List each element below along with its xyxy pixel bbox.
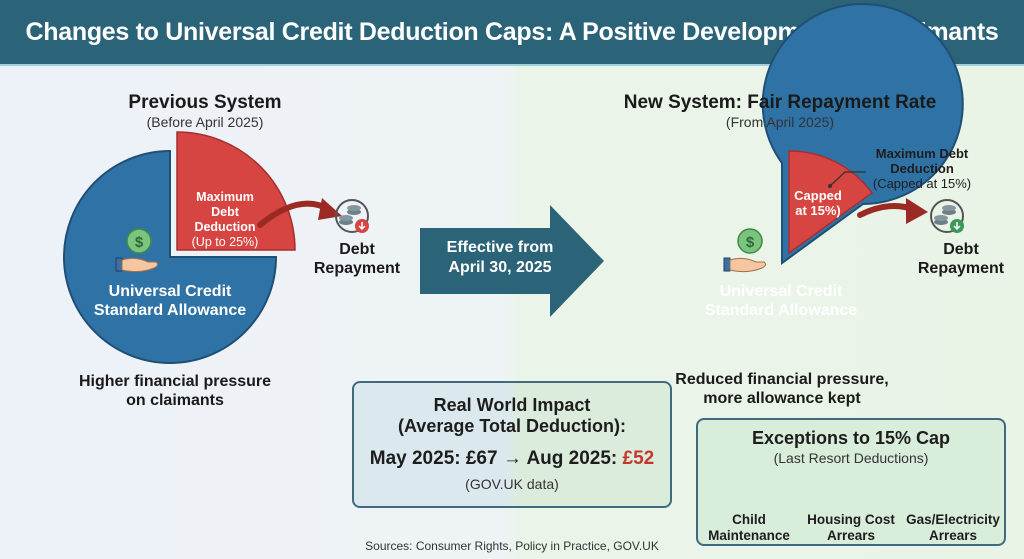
new-system-title: New System: Fair Repayment Rate bbox=[623, 92, 937, 113]
new-pie-chart bbox=[761, 3, 964, 265]
repayment-label-line: Repayment bbox=[917, 260, 1005, 277]
exception-label-line: Maintenance bbox=[708, 528, 790, 543]
repayment-label-line: Repayment bbox=[313, 260, 401, 277]
exceptions-title: Exceptions to 15% Cap bbox=[751, 428, 951, 448]
svg-text:$: $ bbox=[135, 234, 144, 251]
callout-line: (Capped at 15%) bbox=[872, 176, 972, 191]
caption-line: more allowance kept bbox=[703, 390, 861, 407]
caption-line: Higher financial pressure bbox=[78, 373, 272, 390]
impact-title-line: Real World Impact bbox=[433, 395, 591, 415]
exception-label: Gas/Electricity Arrears bbox=[906, 512, 1000, 544]
impact-values: May 2025: £67 → Aug 2025: £52 bbox=[354, 448, 670, 470]
impact-title: Real World Impact (Average Total Deducti… bbox=[354, 395, 670, 437]
impact-from-value: May 2025: £67 bbox=[369, 448, 498, 469]
repayment-label-line: Debt bbox=[943, 241, 979, 258]
wedge-label-line: Capped bbox=[794, 188, 842, 203]
effective-date-arrow bbox=[420, 205, 604, 317]
wedge-label-line: (Up to 25%) bbox=[191, 235, 259, 249]
exception-label-line: Child bbox=[732, 512, 766, 527]
new-repayment-label: Debt Repayment bbox=[916, 240, 1006, 278]
exception-item-child-maintenance: Child Maintenance bbox=[699, 512, 799, 544]
callout-line: Maximum Debt bbox=[875, 146, 969, 161]
previous-pie-label: Universal Credit Standard Allowance bbox=[85, 282, 255, 320]
previous-repayment-label: Debt Repayment bbox=[312, 240, 402, 278]
exception-label: Child Maintenance bbox=[708, 512, 790, 544]
effective-date-line: April 30, 2025 bbox=[448, 259, 552, 276]
impact-title-line: (Average Total Deduction): bbox=[397, 416, 626, 436]
repayment-label-line: Debt bbox=[339, 241, 375, 258]
exception-item-housing-cost-arrears: Housing Cost Arrears bbox=[801, 512, 901, 544]
previous-system-subtitle: (Before April 2025) bbox=[146, 114, 264, 130]
caption-line: on claimants bbox=[126, 392, 224, 409]
exception-label-line: Housing Cost bbox=[807, 512, 895, 527]
wedge-label-line: Deduction bbox=[194, 220, 256, 234]
impact-to-label: Aug 2025: bbox=[526, 448, 618, 469]
impact-to-value: £52 bbox=[622, 448, 655, 469]
pie-label-line: Universal Credit bbox=[719, 283, 843, 300]
previous-coin-stack-icon bbox=[335, 199, 369, 233]
exception-label-line: Gas/Electricity bbox=[906, 512, 1000, 527]
new-system-subtitle: (From April 2025) bbox=[725, 114, 835, 130]
exception-label-line: Arrears bbox=[826, 528, 876, 543]
previous-allowance-icon: $ bbox=[115, 228, 159, 273]
previous-caption: Higher financial pressure on claimants bbox=[60, 372, 290, 410]
new-deduction-callout: Maximum Debt Deduction (Capped at 15%) bbox=[862, 146, 982, 191]
exception-label: Housing Cost Arrears bbox=[807, 512, 895, 544]
new-allowance-icon: $ bbox=[723, 228, 767, 273]
svg-text:$: $ bbox=[746, 234, 755, 251]
wedge-label-line: at 15%) bbox=[795, 203, 841, 218]
sources-footnote: Sources: Consumer Rights, Policy in Prac… bbox=[365, 539, 659, 553]
new-caption: Reduced financial pressure, more allowan… bbox=[672, 370, 892, 408]
effective-date-line: Effective from bbox=[446, 239, 554, 256]
pie-label-line: Standard Allowance bbox=[93, 302, 247, 319]
real-world-impact-box: Real World Impact (Average Total Deducti… bbox=[352, 381, 672, 508]
pie-label-line: Universal Credit bbox=[108, 283, 232, 300]
callout-leader-line bbox=[829, 171, 866, 187]
wedge-label-line: Maximum bbox=[196, 190, 254, 204]
new-pie-label: Universal Credit Standard Allowance bbox=[696, 282, 866, 320]
new-system-heading: New System: Fair Repayment Rate (From Ap… bbox=[600, 92, 960, 130]
wedge-label-line: Debt bbox=[211, 205, 239, 219]
exception-label-line: Arrears bbox=[928, 528, 978, 543]
previous-system-heading: Previous System (Before April 2025) bbox=[80, 92, 330, 130]
new-coin-stack-icon bbox=[930, 199, 964, 233]
exception-item-gas-electricity-arrears: Gas/Electricity Arrears bbox=[903, 512, 1003, 544]
callout-line: Deduction bbox=[890, 161, 954, 176]
impact-source: (GOV.UK data) bbox=[465, 476, 559, 492]
exceptions-subtitle: (Last Resort Deductions) bbox=[773, 450, 929, 466]
effective-date-label: Effective from April 30, 2025 bbox=[430, 238, 570, 278]
pie-label-line: Standard Allowance bbox=[704, 302, 858, 319]
new-deduction-arrow bbox=[857, 198, 928, 224]
previous-system-title: Previous System bbox=[128, 92, 282, 113]
previous-wedge-label: Maximum Debt Deduction (Up to 25%) bbox=[188, 190, 262, 250]
new-wedge-label: Capped at 15%) bbox=[788, 188, 848, 218]
impact-arrow-icon: → bbox=[502, 448, 522, 469]
exceptions-box: Exceptions to 15% Cap (Last Resort Deduc… bbox=[696, 418, 1006, 546]
exceptions-list: Child Maintenance Housing Cost Arrears G… bbox=[698, 512, 1004, 544]
caption-line: Reduced financial pressure, bbox=[675, 371, 889, 388]
